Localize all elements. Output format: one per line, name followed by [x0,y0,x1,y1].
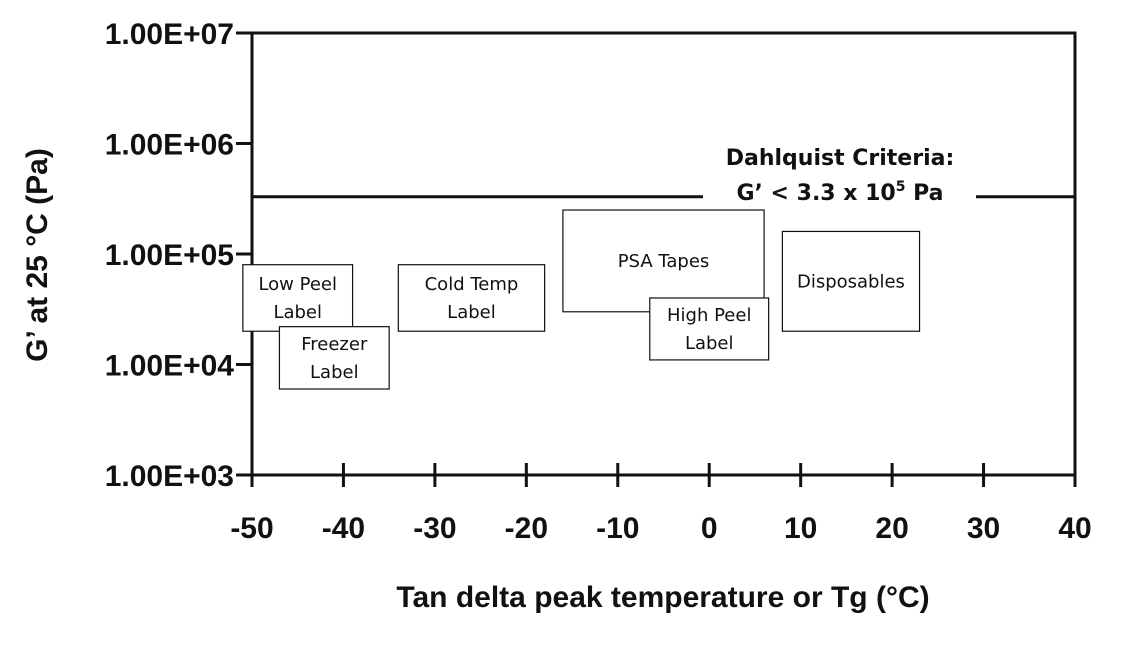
x-tick-label: -30 [413,512,456,545]
x-axis: -50 -40 -30 -20 -10 0 10 20 30 40 [230,463,1092,545]
y-tick-label: 1.00E+03 [105,460,234,493]
region-high-peel-label: High Peel Label [649,297,770,361]
region-cold-temp-label: Cold Temp Label [397,264,546,332]
criteria-title: Dahlquist Criteria: [726,146,955,171]
region-label: Label [447,302,496,323]
x-tick-label: 10 [784,512,817,545]
x-axis-label: Tan delta peak temperature or Tg (°C) [396,581,929,614]
y-tick-label: 1.00E+04 [105,350,235,383]
region-psa-tapes: PSA Tapes [562,209,765,313]
region-box [781,230,921,332]
region-freezer-label: Freezer Label [278,326,390,390]
y-tick-label: 1.00E+05 [105,239,234,272]
x-tick-label: -50 [230,512,273,545]
dahlquist-criteria-label: Dahlquist Criteria: G’ < 3.3 x 105 Pa [703,137,976,209]
region-label: Cold Temp [425,274,519,295]
region-label: Label [273,302,322,323]
region-label: PSA Tapes [618,251,710,272]
region-box [562,209,765,313]
x-tick-label: 40 [1058,512,1091,545]
x-tick-label: 20 [875,512,908,545]
criteria-label-background [703,137,976,209]
y-axis-label: G’ at 25 °C (Pa) [21,148,54,362]
y-tick-label: 1.00E+06 [105,129,234,162]
region-label: Label [685,333,734,354]
region-box [278,326,390,390]
x-tick-label: -10 [596,512,639,545]
x-tick-label: 0 [701,512,718,545]
x-tick-label: -40 [322,512,365,545]
region-boxes: Low Peel Label Freezer Label Cold Temp Label P… [242,209,921,390]
y-tick-label: 1.00E+07 [105,18,234,51]
region-label: Low Peel [258,274,337,295]
region-label: Label [310,362,359,383]
region-low-peel-label: Low Peel Label [242,264,354,332]
region-disposables: Disposables [781,230,921,332]
region-label: High Peel [667,305,751,326]
x-tick-label: 30 [967,512,1000,545]
region-label: Freezer [301,334,368,355]
region-box [397,264,546,332]
y-axis: 1.00E+03 1.00E+04 1.00E+05 1.00E+06 1.00E+07 [105,18,252,493]
region-label: Disposables [797,271,905,292]
region-box [649,297,770,361]
x-tick-label: -20 [505,512,548,545]
criteria-formula: G’ < 3.3 x 105 Pa [736,179,943,206]
